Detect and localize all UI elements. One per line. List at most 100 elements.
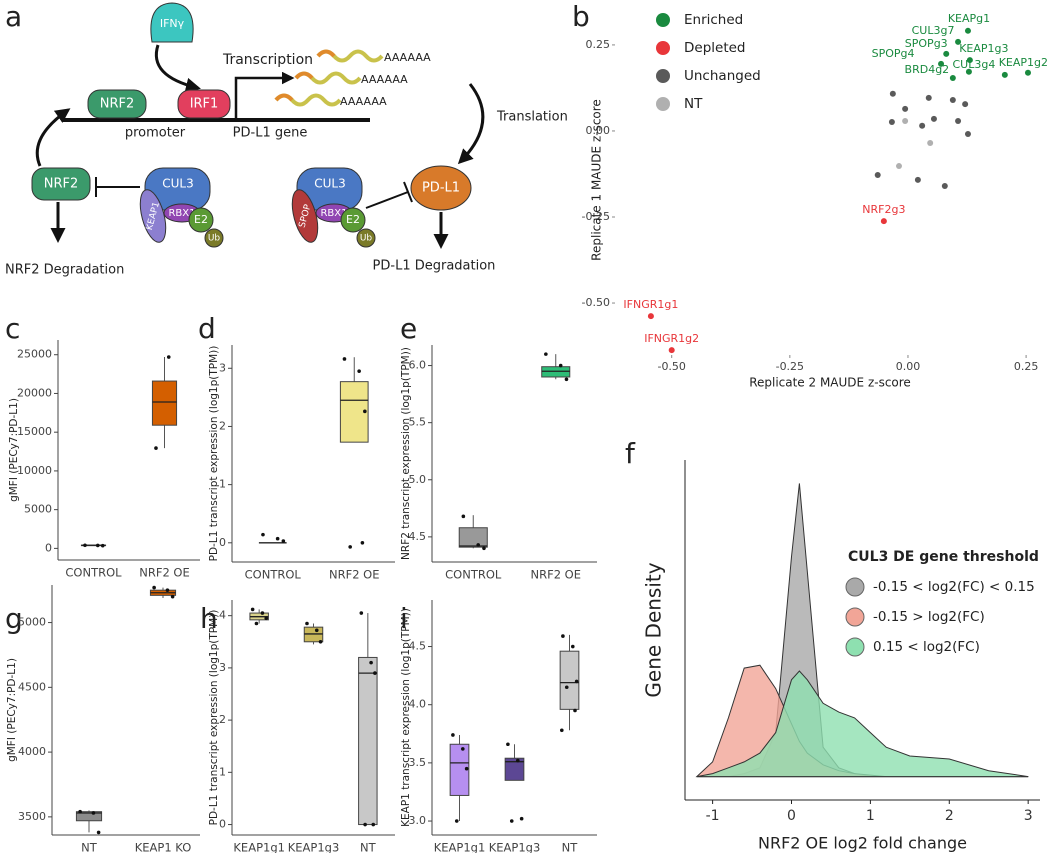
data-point — [941, 183, 948, 190]
point-label: SPOPg3 — [905, 37, 948, 50]
data-point — [558, 363, 563, 368]
y-tick-label: 0.25 — [586, 38, 611, 51]
y-axis-label: PD-L1 transcript expression (log1p(TPM)) — [208, 610, 220, 826]
point-label: IFNGR1g2 — [644, 332, 699, 345]
x-tick-label: 1 — [866, 808, 875, 824]
data-point — [360, 541, 365, 545]
data-point — [925, 94, 932, 101]
e2-shape — [188, 207, 214, 233]
y-tick-label: -0.25 — [582, 210, 610, 223]
data-point — [359, 611, 364, 615]
data-point — [357, 369, 361, 373]
y-tick-label: 4 — [219, 609, 226, 622]
data-point — [888, 119, 895, 126]
point-label: CUL3g4 — [953, 58, 996, 71]
y-tick-label: 0 — [219, 818, 226, 831]
x-tick-label: CONTROL — [245, 568, 302, 582]
x-tick-label: KEAP1g1 — [434, 841, 486, 853]
data-point — [318, 639, 323, 644]
y-tick-label: 0.00 — [586, 124, 611, 137]
spop-complex: CUL3 SPOP RBX1 E2 Ub — [291, 167, 376, 248]
legend-marker — [656, 97, 670, 111]
point-label: CUL3g7 — [912, 24, 955, 37]
data-point — [544, 352, 548, 356]
ub-shape — [204, 228, 224, 248]
data-point — [927, 140, 934, 147]
irf1-box — [177, 89, 231, 119]
panel-letter: h — [200, 602, 218, 635]
legend-label: -0.15 > log2(FC) — [873, 609, 985, 625]
legend-label: 0.15 < log2(FC) — [873, 639, 980, 655]
nrf2-label: NRF2 — [100, 97, 135, 112]
y-axis-label: gMFI (PECy7:PD-L1) — [6, 658, 18, 762]
point-label: KEAP1g3 — [959, 42, 1008, 55]
arrow — [155, 44, 201, 93]
e2-label: E2 — [346, 213, 360, 226]
data-point — [519, 816, 524, 821]
ub-label: Ub — [208, 234, 221, 244]
data-point — [170, 594, 175, 599]
legend-label: Unchanged — [684, 68, 761, 84]
data-point — [476, 543, 481, 547]
gene-arrow — [234, 71, 295, 120]
data-point — [314, 628, 319, 633]
data-point — [574, 679, 579, 684]
data-point — [564, 377, 569, 382]
legend-title: CUL3 DE gene threshold — [848, 549, 1039, 565]
data-point — [454, 819, 459, 823]
data-point — [305, 621, 309, 626]
point-label: KEAP1g2 — [999, 56, 1048, 69]
ifng-label: IFNγ — [160, 17, 185, 30]
data-point — [281, 539, 286, 543]
data-point — [938, 60, 945, 67]
data-point — [895, 163, 902, 170]
x-tick-label: -0.50 — [657, 360, 685, 373]
data-point — [91, 811, 96, 815]
data-point — [348, 545, 352, 549]
y-tick-label: 3500 — [18, 810, 46, 823]
nrf2-box — [31, 167, 91, 201]
data-point — [250, 607, 255, 612]
box — [75, 811, 103, 822]
box — [504, 757, 525, 781]
data-point — [154, 446, 158, 450]
x-tick-label: -1 — [706, 808, 720, 824]
x-tick-label: NT — [360, 841, 377, 853]
translation-label: Translation — [496, 110, 568, 125]
x-tick-label: NT — [81, 841, 98, 853]
x-tick-label: 0.25 — [1014, 360, 1039, 373]
y-tick-label: 0 — [219, 536, 226, 549]
data-point — [943, 50, 950, 57]
y-tick-label: 5000 — [18, 616, 46, 629]
data-point — [451, 733, 455, 737]
y-tick-label: 1 — [219, 478, 226, 491]
y-tick-label: -0.50 — [582, 296, 610, 309]
data-point — [564, 685, 569, 690]
box — [458, 527, 488, 548]
panel-letter: g — [5, 602, 23, 635]
y-tick-label: 5.5 — [409, 416, 427, 429]
arrow — [35, 108, 71, 167]
y-axis-label: KEAP1 transcript expression (log1p(TPM)) — [400, 608, 412, 827]
x-tick-label: -0.25 — [776, 360, 804, 373]
y-tick-label: 25000 — [17, 348, 52, 361]
data-point — [371, 822, 376, 827]
data-point — [95, 543, 100, 548]
point-label: KEAPg1 — [948, 12, 990, 25]
mrna-cap — [294, 71, 314, 80]
y-tick-label: 3.5 — [409, 756, 427, 769]
x-tick-label: CONTROL — [65, 566, 122, 580]
y-axis-label: Gene Density — [642, 562, 666, 697]
x-tick-label: 0 — [787, 808, 796, 824]
pdl1-degradation-label: PD-L1 Degradation — [373, 259, 496, 274]
data-point — [96, 830, 101, 835]
data-point — [964, 131, 971, 138]
data-point — [880, 218, 887, 225]
pdl1-shape — [410, 165, 472, 211]
y-tick-label: 1 — [219, 765, 226, 778]
data-point — [152, 585, 156, 590]
panel-letter: a — [5, 0, 22, 33]
legend-label: -0.15 < log2(FC) < 0.15 — [873, 579, 1035, 595]
inhibition-bar — [403, 181, 413, 203]
